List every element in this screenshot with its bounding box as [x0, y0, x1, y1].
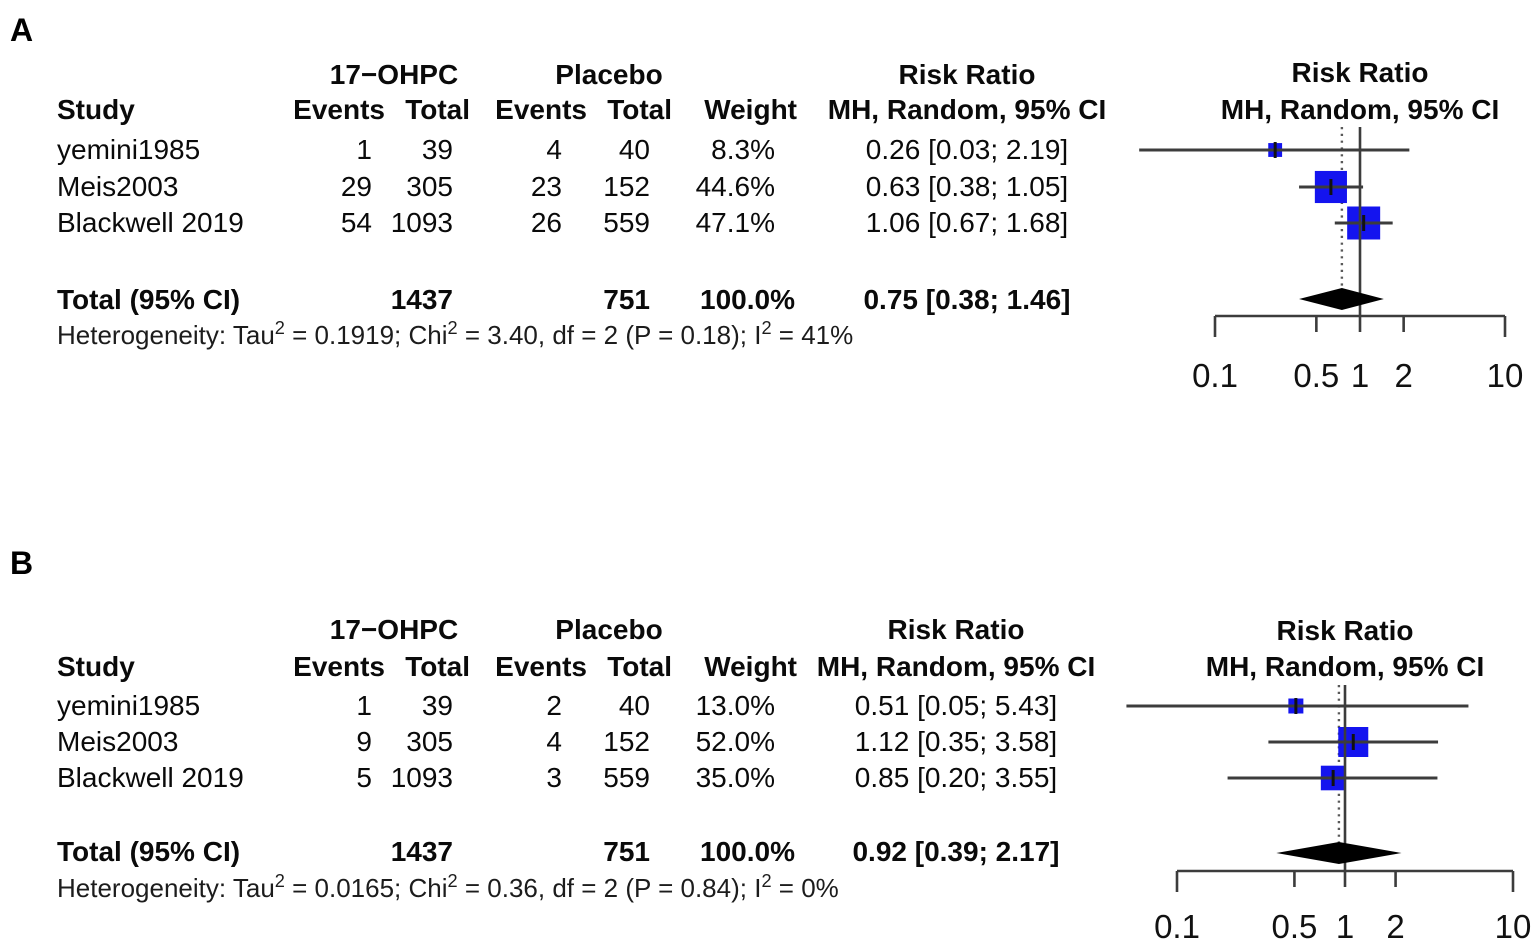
model-ci-plot-header: MH, Random, 95% CI: [1220, 94, 1500, 125]
events-placebo: 4: [546, 134, 562, 165]
total-treatment: 305: [406, 171, 453, 202]
total-treatment: 1093: [390, 207, 453, 238]
heterogeneity-note: Heterogeneity: Tau2 = 0.0165; Chi2 = 0.3…: [57, 871, 839, 903]
svg-text:0.1: 0.1: [1192, 357, 1238, 394]
weight-value: 13.0%: [695, 690, 775, 721]
events-placebo: 2: [546, 690, 562, 721]
svg-text:2: 2: [1394, 357, 1412, 394]
risk-ratio-value: 1.06 [0.67; 1.68]: [865, 207, 1069, 238]
events-treatment: 1: [356, 134, 372, 165]
total-treatment: 1093: [390, 762, 453, 793]
events-header-placebo: Events: [495, 94, 587, 125]
weight-header: Weight: [704, 651, 797, 682]
svg-text:0.5: 0.5: [1293, 357, 1339, 394]
total-placebo-sum: 751: [603, 284, 650, 315]
weight-header: Weight: [704, 94, 797, 125]
total-header-treatment: Total: [405, 94, 470, 125]
group1-header: 17−OHPC: [329, 59, 459, 90]
group2-header: Placebo: [555, 59, 663, 90]
forest-plot-a: 0.1 0.5 1 2 10: [1139, 127, 1524, 394]
total-placebo-sum: 751: [603, 836, 650, 867]
forest-plot-b: 0.1 0.5 1 2 10: [1126, 685, 1532, 945]
risk-ratio-value: 0.85 [0.20; 3.55]: [854, 762, 1058, 793]
total-treatment: 305: [406, 726, 453, 757]
risk-ratio-plot-header: Risk Ratio: [1276, 615, 1414, 646]
total-placebo: 40: [618, 690, 650, 721]
study-name: yemini1985: [57, 134, 201, 165]
total-weight: 100.0%: [700, 836, 795, 867]
events-header-treatment: Events: [293, 94, 385, 125]
total-placebo: 40: [618, 134, 650, 165]
total-treatment: 39: [421, 690, 453, 721]
total-row-label: Total (95% CI): [57, 836, 241, 867]
events-placebo: 26: [530, 207, 562, 238]
svg-text:2: 2: [1386, 908, 1404, 945]
model-ci-table-header: MH, Random, 95% CI: [816, 651, 1096, 682]
weight-value: 47.1%: [695, 207, 775, 238]
risk-ratio-table-header: Risk Ratio: [887, 614, 1025, 645]
risk-ratio-table-header: Risk Ratio: [898, 59, 1036, 90]
svg-text:0.5: 0.5: [1271, 908, 1317, 945]
total-treatment-sum: 1437: [390, 284, 453, 315]
events-placebo: 3: [546, 762, 562, 793]
total-header-placebo: Total: [607, 94, 672, 125]
events-header-placebo: Events: [495, 651, 587, 682]
total-placebo: 559: [603, 207, 650, 238]
total-placebo: 152: [603, 171, 650, 202]
events-treatment: 54: [340, 207, 372, 238]
weight-value: 8.3%: [711, 134, 775, 165]
events-treatment: 9: [356, 726, 372, 757]
total-treatment-sum: 1437: [390, 836, 453, 867]
total-placebo: 559: [603, 762, 650, 793]
events-header-treatment: Events: [293, 651, 385, 682]
heterogeneity-note: Heterogeneity: Tau2 = 0.1919; Chi2 = 3.4…: [57, 318, 854, 350]
total-weight: 100.0%: [700, 284, 795, 315]
total-row-label: Total (95% CI): [57, 284, 241, 315]
total-risk-ratio-value: 0.75 [0.38; 1.46]: [863, 284, 1071, 315]
risk-ratio-value: 0.63 [0.38; 1.05]: [865, 171, 1069, 202]
panel-a-label: A: [10, 12, 34, 48]
weight-value: 35.0%: [695, 762, 775, 793]
total-placebo: 152: [603, 726, 650, 757]
svg-text:1: 1: [1351, 357, 1369, 394]
study-name: yemini1985: [57, 690, 201, 721]
study-name: Blackwell 2019: [57, 762, 244, 793]
events-treatment: 5: [356, 762, 372, 793]
study-name: Meis2003: [57, 726, 179, 757]
events-placebo: 23: [530, 171, 562, 202]
weight-value: 44.6%: [695, 171, 775, 202]
panel-b-label: B: [10, 545, 34, 581]
events-treatment: 1: [356, 690, 372, 721]
risk-ratio-value: 0.51 [0.05; 5.43]: [854, 690, 1058, 721]
svg-text:10: 10: [1487, 357, 1524, 394]
total-risk-ratio-value: 0.92 [0.39; 2.17]: [852, 836, 1060, 867]
total-treatment: 39: [421, 134, 453, 165]
svg-text:1: 1: [1336, 908, 1354, 945]
study-column-header: Study: [57, 651, 135, 682]
weight-value: 52.0%: [695, 726, 775, 757]
risk-ratio-value: 1.12 [0.35; 3.58]: [854, 726, 1058, 757]
svg-text:0.1: 0.1: [1154, 908, 1200, 945]
svg-text:10: 10: [1495, 908, 1532, 945]
model-ci-table-header: MH, Random, 95% CI: [827, 94, 1107, 125]
group1-header: 17−OHPC: [329, 614, 459, 645]
risk-ratio-value: 0.26 [0.03; 2.19]: [865, 134, 1069, 165]
events-treatment: 29: [340, 171, 372, 202]
study-name: Blackwell 2019: [57, 207, 244, 238]
total-header-treatment: Total: [405, 651, 470, 682]
group2-header: Placebo: [555, 614, 663, 645]
study-name: Meis2003: [57, 171, 179, 202]
risk-ratio-plot-header: Risk Ratio: [1291, 57, 1429, 88]
events-placebo: 4: [546, 726, 562, 757]
model-ci-plot-header: MH, Random, 95% CI: [1205, 651, 1485, 682]
total-header-placebo: Total: [607, 651, 672, 682]
study-column-header: Study: [57, 94, 135, 125]
